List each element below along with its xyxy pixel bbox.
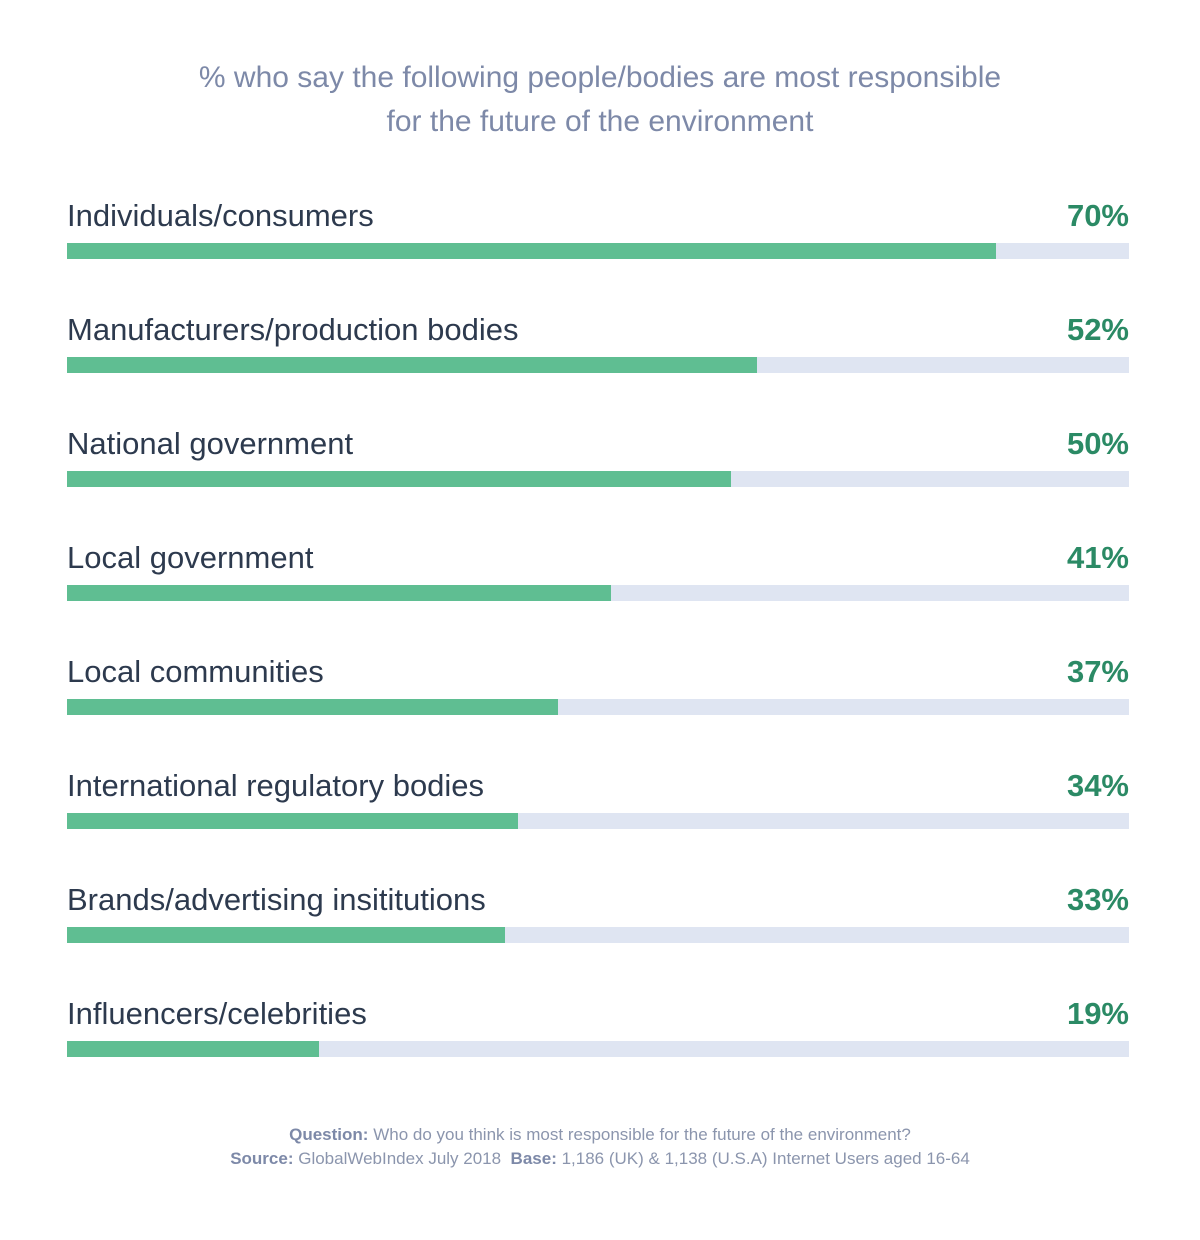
bar-track — [67, 699, 1129, 715]
bar-label: Brands/advertising insititutions — [67, 882, 486, 917]
bar — [67, 585, 612, 601]
bar-row: Brands/advertising insititutions 33% — [67, 874, 1129, 988]
bar-value-label: 50% — [1066, 426, 1129, 461]
base-label: Base: — [510, 1149, 557, 1168]
bar-row: Manufacturers/production bodies 52% — [67, 304, 1129, 418]
bar-value-label: 70% — [1066, 198, 1129, 233]
bar-track — [67, 471, 1129, 487]
bar-value-label: 19% — [1066, 996, 1129, 1031]
source-label: Source: — [230, 1149, 294, 1168]
bar-chart: Individuals/consumers 70% Manufacturers/pr… — [67, 190, 1129, 1102]
bar-label: Local government — [67, 540, 314, 575]
bar-row: International regulatory bodies 34% — [67, 760, 1129, 874]
bar-label: Individuals/consumers — [67, 198, 374, 233]
bar-row: National government 50% — [67, 418, 1129, 532]
chart-footer: Question: Who do you think is most respo… — [0, 1123, 1200, 1171]
bar — [67, 243, 997, 259]
chart-title-line-2: for the future of the environment — [386, 105, 814, 138]
source-line: Source: GlobalWebIndex July 2018 Base: 1… — [0, 1147, 1200, 1171]
bar-value-label: 52% — [1066, 312, 1129, 347]
source-text: GlobalWebIndex July 2018 — [298, 1149, 502, 1168]
bar-track — [67, 243, 1129, 259]
bar-value-label: 33% — [1066, 882, 1129, 917]
bar-label: International regulatory bodies — [67, 768, 485, 803]
question-label: Question: — [289, 1125, 369, 1144]
bar-label: Influencers/celebrities — [67, 996, 367, 1031]
bar-row: Influencers/celebrities 19% — [67, 988, 1129, 1102]
bar — [67, 1041, 320, 1057]
chart-title: % who say the following people/bodies ar… — [0, 56, 1200, 144]
bar-label: Manufacturers/production bodies — [67, 312, 519, 347]
question-line: Question: Who do you think is most respo… — [0, 1123, 1200, 1147]
chart-title-line-1: % who say the following people/bodies ar… — [198, 61, 1002, 94]
bar-value-label: 34% — [1066, 768, 1129, 803]
bar — [67, 471, 731, 487]
bar-label: National government — [67, 426, 354, 461]
base-text: 1,186 (UK) & 1,138 (U.S.A) Internet User… — [561, 1149, 970, 1168]
bar — [67, 357, 758, 373]
bar-track — [67, 585, 1129, 601]
bar-value-label: 41% — [1066, 540, 1129, 575]
bar-row: Individuals/consumers 70% — [67, 190, 1129, 304]
bar — [67, 927, 506, 943]
question-text: Who do you think is most responsible for… — [373, 1125, 911, 1144]
bar-track — [67, 927, 1129, 943]
bar-track — [67, 357, 1129, 373]
bar — [67, 813, 519, 829]
bar-track — [67, 813, 1129, 829]
bar-track — [67, 1041, 1129, 1057]
bar-row: Local government 41% — [67, 532, 1129, 646]
bar-label: Local communities — [67, 654, 324, 689]
bar-value-label: 37% — [1066, 654, 1129, 689]
bar-row: Local communities 37% — [67, 646, 1129, 760]
bar — [67, 699, 559, 715]
